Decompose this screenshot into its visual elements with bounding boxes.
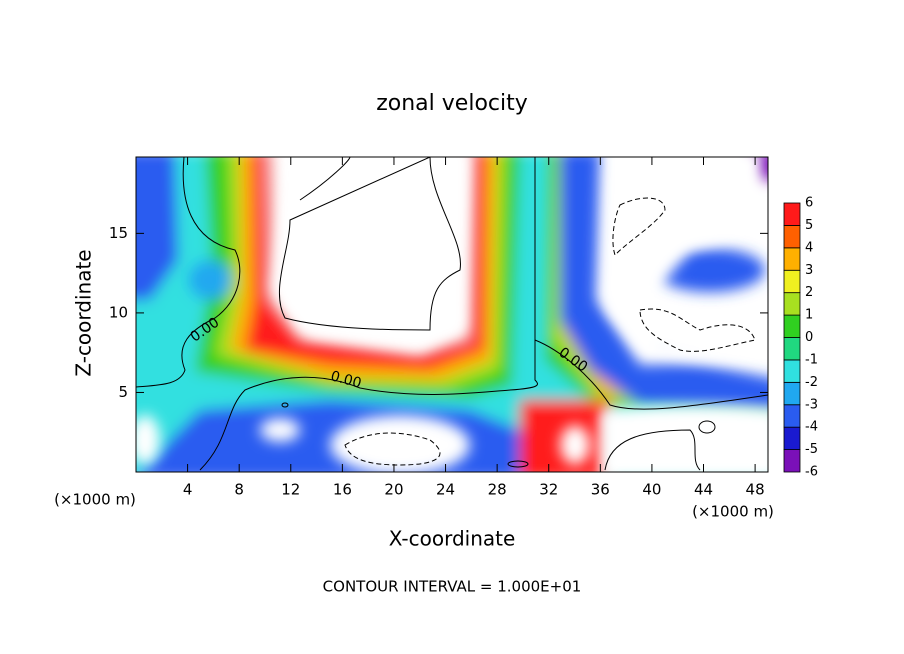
x-tick-label: 24 bbox=[436, 481, 455, 499]
colorbar-box bbox=[783, 426, 801, 450]
colorbar-label: -3 bbox=[805, 397, 818, 412]
colorbar-label: 2 bbox=[805, 285, 813, 300]
colorbar-box bbox=[783, 292, 801, 316]
colorbar-box bbox=[783, 247, 801, 271]
colorbar-label: -5 bbox=[805, 442, 818, 457]
colorbar-label: -2 bbox=[805, 375, 818, 390]
colorbar-label: -6 bbox=[805, 465, 818, 480]
x-unit-label: (×1000 m) bbox=[692, 503, 774, 521]
x-tick-label: 28 bbox=[488, 481, 507, 499]
colorbar-label: 0 bbox=[805, 330, 813, 345]
y-tick-label: 10 bbox=[109, 303, 128, 321]
colorbar-box bbox=[783, 359, 801, 383]
colorbar-label: -1 bbox=[805, 352, 818, 367]
chart-title: zonal velocity bbox=[376, 91, 528, 116]
plot-frame bbox=[135, 156, 769, 473]
colorbar-box bbox=[783, 449, 801, 473]
colorbar-box bbox=[783, 225, 801, 249]
x-tick-label: 16 bbox=[333, 481, 352, 499]
colorbar-label: 5 bbox=[805, 218, 813, 233]
x-axis-label: X-coordinate bbox=[389, 527, 516, 551]
y-unit-label: (×1000 m) bbox=[54, 491, 136, 509]
colorbar-box bbox=[783, 381, 801, 406]
colorbar-box bbox=[783, 404, 801, 428]
x-tick-label: 48 bbox=[746, 481, 765, 499]
x-tick-label: 4 bbox=[183, 481, 193, 499]
x-tick-label: 20 bbox=[384, 481, 403, 499]
x-tick-label: 36 bbox=[591, 481, 610, 499]
colorbar-label: 4 bbox=[805, 240, 813, 255]
colorbar-box bbox=[783, 337, 801, 361]
colorbar-box bbox=[783, 314, 801, 338]
contour-label: 0.00 bbox=[329, 368, 363, 392]
colorbar-box bbox=[783, 202, 801, 226]
footer-note: CONTOUR INTERVAL = 1.000E+01 bbox=[323, 578, 582, 596]
y-axis-label: Z-coordinate bbox=[72, 249, 96, 376]
colorbar-label: 1 bbox=[805, 308, 813, 323]
x-tick-label: 44 bbox=[694, 481, 713, 499]
x-tick-label: 8 bbox=[234, 481, 244, 499]
x-tick-label: 12 bbox=[281, 481, 300, 499]
field bbox=[136, 157, 768, 472]
colorbar-label: 6 bbox=[805, 196, 813, 211]
y-tick-label: 15 bbox=[109, 224, 128, 242]
colorbar-box bbox=[783, 269, 801, 294]
colorbar-label: 3 bbox=[805, 263, 813, 278]
y-tick-label: 5 bbox=[118, 383, 128, 401]
colorbar-label: -4 bbox=[805, 420, 818, 435]
x-tick-label: 32 bbox=[539, 481, 558, 499]
x-tick-label: 40 bbox=[642, 481, 661, 499]
